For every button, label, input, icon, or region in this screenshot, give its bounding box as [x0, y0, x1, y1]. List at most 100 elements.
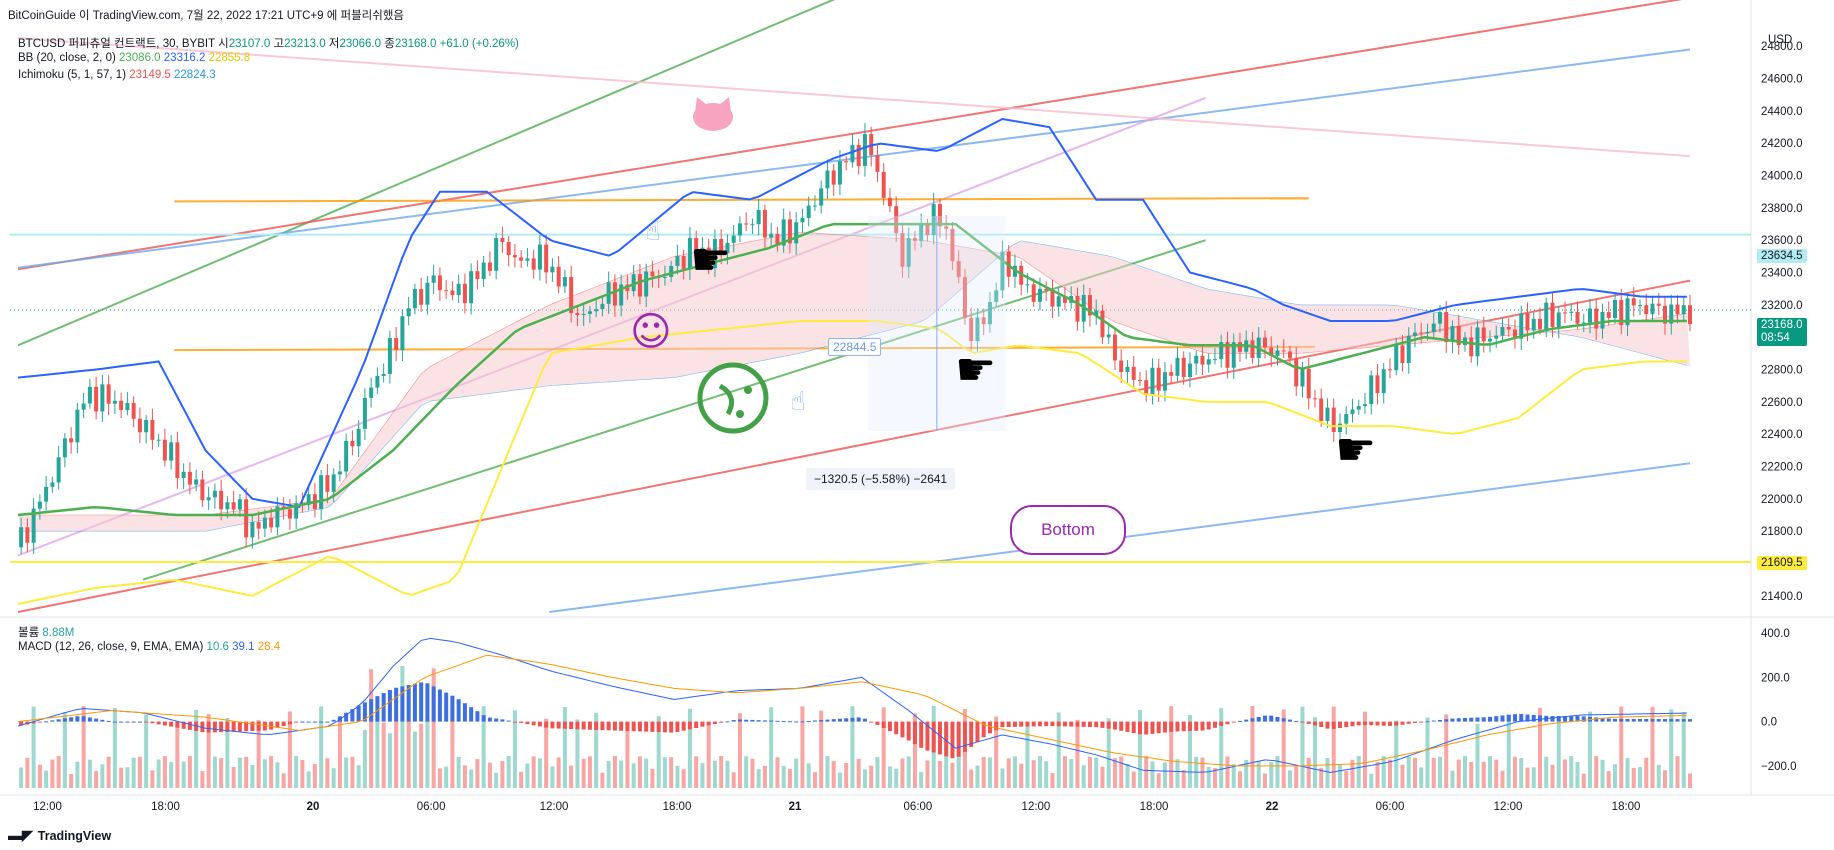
macd-hist-bar	[1444, 719, 1449, 722]
volume-bar	[1688, 773, 1692, 788]
candle-body	[431, 275, 436, 283]
candle-body	[169, 442, 174, 461]
candle-body	[1162, 372, 1167, 391]
macd-hist-bar	[1556, 716, 1561, 722]
ichimoku-legend[interactable]: Ichimoku (5, 1, 57, 1) 23149.5 22824.3	[18, 69, 216, 81]
volume-bar	[494, 772, 499, 788]
candle-body	[56, 457, 61, 483]
macd-hist-bar	[850, 717, 855, 722]
macd-hist-bar	[50, 720, 55, 722]
candle-body	[81, 403, 86, 410]
volume-bar	[387, 733, 392, 788]
ichimoku-cloud	[18, 232, 1690, 532]
macd-hist-bar	[744, 719, 749, 722]
volume-bar	[281, 773, 286, 788]
candle-body	[587, 311, 592, 314]
macd-hist-bar	[1337, 721, 1342, 729]
macd-hist-bar	[244, 721, 249, 732]
volume-bar	[987, 757, 992, 788]
price-tag-label: 22844.5	[828, 338, 882, 356]
macd-hist-bar	[919, 721, 924, 748]
volume-bar	[531, 756, 536, 788]
macd-hist-bar	[737, 719, 742, 722]
price-tick-label: 24600.0	[1761, 74, 1803, 86]
macd-hist-bar	[300, 721, 305, 723]
volume-bar	[894, 768, 899, 788]
volume-bar	[125, 767, 130, 788]
volume-bar	[1350, 759, 1355, 788]
macd-hist-bar	[1600, 718, 1605, 722]
bb-upper-value: 23316.2	[163, 52, 206, 64]
candle-body	[1312, 398, 1317, 400]
macd-hist-bar	[1631, 718, 1636, 722]
volume-bar	[256, 720, 261, 788]
macd-hist-bar	[1519, 714, 1524, 722]
macd-hist-bar	[962, 721, 967, 752]
candle-body	[744, 223, 749, 225]
volume-bar	[769, 707, 774, 788]
cat-ear	[695, 97, 707, 112]
macd-hist-bar	[1525, 714, 1530, 722]
macd-hist-bar	[125, 721, 130, 723]
candle-body	[1100, 310, 1105, 338]
candle-body	[362, 397, 367, 429]
volume-bar	[875, 757, 880, 788]
volume-bar	[787, 768, 792, 788]
macd-hist-bar	[562, 721, 567, 729]
volume-bar	[1250, 706, 1255, 788]
tradingview-footer[interactable]: ▬◤ TradingView	[8, 827, 111, 844]
volume-bar	[956, 756, 961, 788]
macd-hist-bar	[1069, 721, 1074, 727]
volume-bar	[575, 719, 580, 788]
candle-body	[1575, 311, 1580, 324]
macd-hist-bar	[175, 721, 180, 728]
bottom-callout: Bottom	[1010, 505, 1126, 555]
volume-bar	[1112, 758, 1117, 788]
macd-hist-bar	[144, 721, 149, 723]
candle-body	[1487, 338, 1492, 342]
volume-legend[interactable]: 볼륨 8.88M	[18, 624, 74, 640]
macd-hist-bar	[225, 721, 230, 732]
volume-bar	[1444, 714, 1449, 788]
volume-bar	[1181, 770, 1186, 788]
macd-legend[interactable]: MACD (12, 26, close, 9, EMA, EMA) 10.6 3…	[18, 641, 280, 653]
volume-bar	[750, 758, 755, 788]
macd-hist-bar	[894, 721, 899, 735]
candle-body	[1500, 326, 1505, 336]
symbol-legend[interactable]: BTCUSD 퍼피츄얼 컨트랙트, 30, BYBIT 시23107.0 고23…	[18, 35, 519, 51]
volume-bar	[462, 765, 467, 788]
candle-body	[787, 219, 792, 244]
macd-hist-bar	[1644, 719, 1649, 722]
candle-body	[1231, 342, 1236, 368]
macd-hist-bar	[1550, 716, 1555, 722]
candle-body	[1212, 359, 1217, 361]
macd-hist-bar	[762, 720, 767, 722]
macd-hist-bar	[925, 721, 930, 751]
volume-bar	[212, 756, 217, 788]
macd-hist-bar	[900, 721, 905, 738]
orange-level-upper	[174, 197, 1309, 203]
macd-hist-bar	[394, 687, 399, 722]
macd-hist-bar	[112, 721, 117, 723]
candle-body	[1594, 308, 1599, 329]
volume-bar	[87, 759, 92, 788]
macd-hist-bar	[506, 720, 511, 722]
candle-body	[956, 261, 961, 278]
volume-bar	[1531, 767, 1536, 788]
candle-body	[1225, 342, 1230, 368]
volume-bar	[1187, 715, 1192, 788]
ichimoku-label: Ichimoku (5, 1, 57, 1)	[18, 69, 127, 81]
candle-body	[1481, 327, 1486, 342]
macd-hist-bar	[1375, 721, 1380, 726]
candle-body	[750, 224, 755, 226]
bb-legend[interactable]: BB (20, close, 2, 0) 23086.0 23316.2 228…	[18, 52, 250, 64]
candle-body	[1550, 302, 1555, 328]
macd-hist-bar	[1175, 721, 1180, 732]
ichimoku-b-value: 22824.3	[174, 69, 216, 81]
candle-body	[1206, 359, 1211, 365]
volume-bar	[1031, 760, 1036, 788]
volume-bar	[1506, 714, 1511, 788]
macd-hist-bar	[250, 721, 255, 732]
volume-bar	[1569, 756, 1574, 788]
